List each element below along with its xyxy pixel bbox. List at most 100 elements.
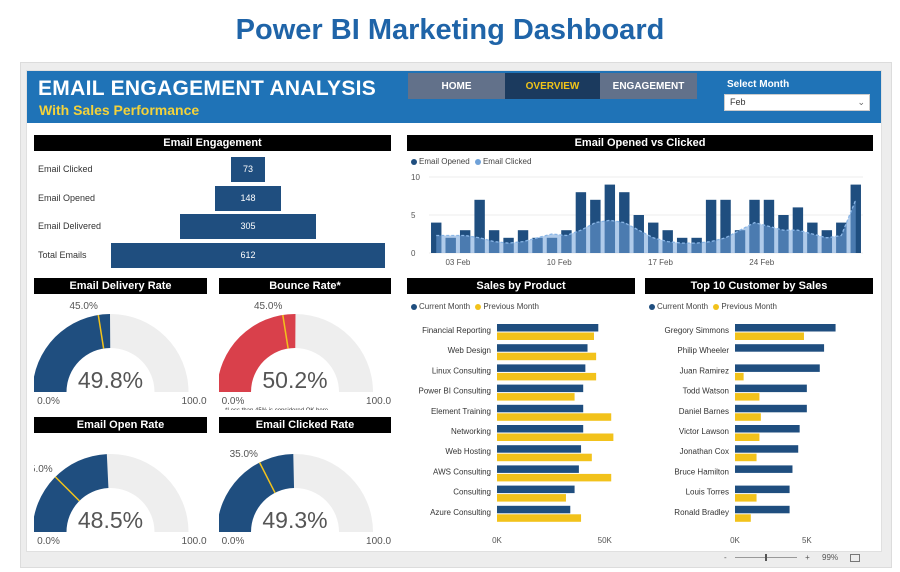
current-bar[interactable] xyxy=(497,404,584,413)
category-label: Web Hosting xyxy=(445,447,491,456)
gauge-fill xyxy=(34,314,111,392)
current-bar[interactable] xyxy=(735,344,825,352)
zoom-plus-button[interactable]: + xyxy=(805,553,810,562)
current-bar[interactable] xyxy=(497,364,586,372)
current-bar[interactable] xyxy=(735,465,793,473)
current-bar[interactable] xyxy=(497,485,575,494)
current-bar[interactable] xyxy=(735,324,836,332)
opened-bar[interactable] xyxy=(474,199,485,253)
current-bar[interactable] xyxy=(497,384,584,393)
nav-engagement-button[interactable]: ENGAGEMENT xyxy=(600,73,697,99)
funnel-bar[interactable]: 148 xyxy=(214,185,282,211)
opened-bar[interactable] xyxy=(575,192,587,253)
funnel-label: Email Delivered xyxy=(38,221,102,231)
current-bar[interactable] xyxy=(735,425,800,433)
previous-bar[interactable] xyxy=(735,453,757,462)
legend-current-label: Current Month xyxy=(419,302,471,311)
gauge-value: 49.3% xyxy=(262,507,327,533)
current-bar[interactable] xyxy=(735,505,790,514)
current-bar[interactable] xyxy=(735,445,799,453)
previous-bar[interactable] xyxy=(735,413,761,421)
previous-bar[interactable] xyxy=(497,494,566,502)
gauge-min-label: 0.0% xyxy=(37,396,60,407)
previous-bar[interactable] xyxy=(735,332,804,341)
category-label: Juan Ramirez xyxy=(680,366,729,375)
previous-bar[interactable] xyxy=(497,413,612,421)
gauge-max-label: 100.0% xyxy=(182,536,207,547)
opened-bar[interactable] xyxy=(720,199,731,253)
category-label: Victor Lawson xyxy=(679,427,729,436)
category-label: Power BI Consulting xyxy=(419,387,491,396)
zoom-bar: - + 99% xyxy=(724,553,861,562)
opened-bar[interactable] xyxy=(705,199,717,253)
current-bar[interactable] xyxy=(735,404,807,413)
current-bar[interactable] xyxy=(497,465,579,473)
email-engagement-panel: Email Engagement Email Clicked 73 Email Op… xyxy=(34,135,391,269)
x-tick-label: 0K xyxy=(492,536,502,545)
previous-bar[interactable] xyxy=(735,514,751,522)
funnel-label: Total Emails xyxy=(38,249,87,260)
legend-previous-label: Previous Month xyxy=(721,302,777,311)
opened-bar[interactable] xyxy=(604,184,616,253)
nav-home-button[interactable]: HOME xyxy=(408,73,505,99)
current-bar[interactable] xyxy=(497,445,582,453)
page-title: Power BI Marketing Dashboard xyxy=(235,14,665,46)
gauge-target-label: 45.0% xyxy=(69,301,97,312)
category-label: Element Training xyxy=(431,407,491,416)
zoom-minus-button[interactable]: - xyxy=(724,553,727,562)
current-bar[interactable] xyxy=(497,505,571,514)
previous-bar[interactable] xyxy=(735,433,760,442)
x-tick-label: 03 Feb xyxy=(445,258,470,267)
current-bar[interactable] xyxy=(497,344,588,352)
gauge-chart: 35.0% 49.3% 0.0% 100.0% xyxy=(219,449,391,547)
current-bar[interactable] xyxy=(735,384,807,393)
previous-bar[interactable] xyxy=(497,473,612,482)
funnel-bar[interactable]: 612 xyxy=(111,242,385,268)
previous-bar[interactable] xyxy=(497,332,594,341)
current-bar[interactable] xyxy=(735,485,790,494)
previous-bar[interactable] xyxy=(497,453,592,462)
category-label: Networking xyxy=(451,427,491,436)
gauge-fill xyxy=(219,454,295,532)
previous-bar[interactable] xyxy=(497,433,614,442)
previous-bar[interactable] xyxy=(735,393,760,401)
previous-bar[interactable] xyxy=(735,494,757,502)
x-tick-label: 24 Feb xyxy=(749,258,774,267)
legend-current-label: Current Month xyxy=(657,302,709,311)
month-label: Select Month xyxy=(727,79,790,90)
gauge-value: 49.8% xyxy=(78,367,143,393)
y-tick-label: 5 xyxy=(411,211,416,220)
gauge-min-label: 0.0% xyxy=(222,396,245,407)
top-customers-legend: Current Month Previous Month xyxy=(649,302,777,311)
legend-current-dot xyxy=(411,303,417,310)
month-dropdown[interactable]: Feb ⌄ xyxy=(724,94,870,111)
funnel-bar[interactable]: 73 xyxy=(231,157,265,182)
y-tick-label: 0 xyxy=(411,249,416,258)
category-label: Linux Consulting xyxy=(432,366,491,375)
previous-bar[interactable] xyxy=(497,514,582,522)
clicked-area xyxy=(436,199,856,253)
x-tick-label: 0K xyxy=(730,536,740,545)
current-bar[interactable] xyxy=(497,324,599,332)
previous-bar[interactable] xyxy=(497,393,575,401)
funnel-bar[interactable]: 305 xyxy=(179,214,317,239)
gauge-target-marker xyxy=(282,314,289,349)
gauge-value: 48.5% xyxy=(78,507,143,533)
zoom-level: 99% xyxy=(822,553,839,562)
x-tick-label: 50K xyxy=(598,536,613,545)
previous-bar[interactable] xyxy=(497,372,597,381)
nav-overview-button[interactable]: OVERVIEW xyxy=(505,73,600,99)
previous-bar[interactable] xyxy=(735,372,744,381)
current-bar[interactable] xyxy=(735,364,820,372)
opened-clicked-legend: Email Opened Email Clicked xyxy=(411,157,531,166)
fit-page-icon[interactable] xyxy=(850,553,861,562)
category-label: Daniel Barnes xyxy=(679,407,729,416)
category-label: Consulting xyxy=(453,488,491,497)
category-label: Azure Consulting xyxy=(430,508,491,517)
current-bar[interactable] xyxy=(497,425,584,433)
opened-clicked-panel: Email Opened vs Clicked Email Opened Ema… xyxy=(407,135,873,269)
category-label: Philip Wheeler xyxy=(677,346,729,355)
zoom-slider[interactable] xyxy=(734,554,797,562)
previous-bar[interactable] xyxy=(497,352,597,361)
